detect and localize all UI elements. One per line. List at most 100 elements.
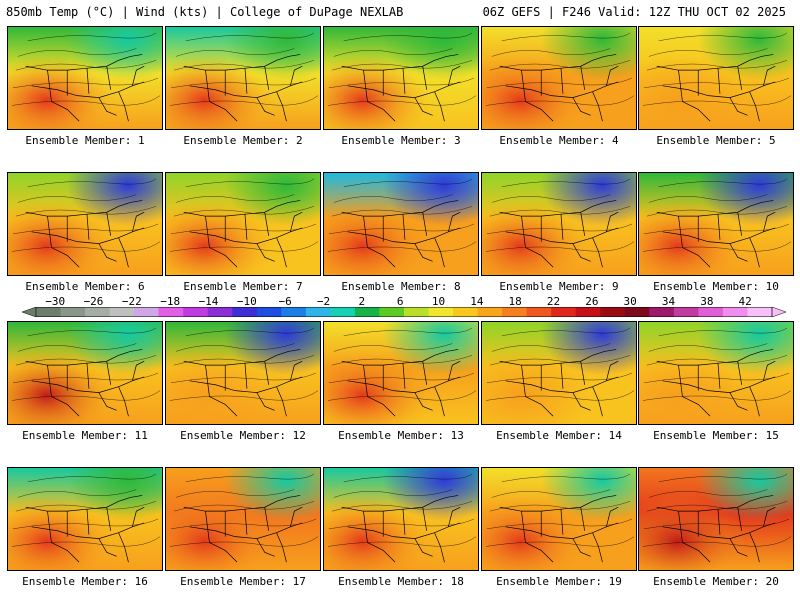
temperature-map	[482, 173, 636, 275]
colorbar-swatch	[722, 307, 748, 317]
colorbar-tick-label: −14	[198, 295, 219, 308]
colorbar-tick-label: −22	[121, 295, 142, 308]
ensemble-member-label: Ensemble Member: 15	[653, 429, 779, 442]
colorbar-swatch	[183, 307, 209, 317]
ensemble-member-map-18	[323, 467, 479, 571]
colorbar-low-arrow	[22, 307, 37, 317]
ensemble-member-label: Ensemble Member: 20	[653, 575, 779, 588]
ensemble-member-label: Ensemble Member: 19	[496, 575, 622, 588]
ensemble-member-label: Ensemble Member: 8	[341, 280, 461, 293]
colorbar-swatch	[281, 307, 307, 317]
ensemble-member-label: Ensemble Member: 5	[656, 134, 776, 147]
colorbar-graphic	[22, 307, 786, 317]
colorbar-tick-label: 34	[661, 295, 676, 308]
colorbar-tick-label: −6	[278, 295, 292, 308]
colorbar-tick-label: −30	[45, 295, 66, 308]
colorbar-tick-label: −18	[160, 295, 181, 308]
colorbar-swatch	[551, 307, 577, 317]
ensemble-member-map-15	[638, 321, 794, 425]
colorbar-tick-label: −26	[83, 295, 104, 308]
colorbar-swatch	[673, 307, 699, 317]
ensemble-member-label: Ensemble Member: 10	[653, 280, 779, 293]
colorbar-swatch	[36, 307, 62, 317]
temperature-map	[639, 173, 793, 275]
ensemble-member-label: Ensemble Member: 2	[183, 134, 303, 147]
colorbar-tick-label: −10	[236, 295, 257, 308]
temperature-colorbar	[22, 307, 786, 317]
temperature-map	[639, 27, 793, 129]
colorbar-swatch	[379, 307, 405, 317]
colorbar-swatch	[85, 307, 111, 317]
temperature-map	[639, 322, 793, 424]
temperature-map	[482, 27, 636, 129]
colorbar-swatch	[600, 307, 626, 317]
temperature-map	[482, 468, 636, 570]
colorbar-tick-label: 26	[585, 295, 599, 308]
colorbar-tick-label: 30	[623, 295, 637, 308]
ensemble-member-map-13	[323, 321, 479, 425]
ensemble-member-label: Ensemble Member: 4	[499, 134, 619, 147]
colorbar-swatch	[158, 307, 184, 317]
colorbar-tick-label: 18	[508, 295, 522, 308]
ensemble-member-label: Ensemble Member: 14	[496, 429, 622, 442]
temperature-map	[8, 322, 162, 424]
colorbar-swatch	[134, 307, 160, 317]
ensemble-member-map-17	[165, 467, 321, 571]
header: 850mb Temp (°C) | Wind (kts) | College o…	[0, 0, 800, 24]
temperature-map	[639, 468, 793, 570]
colorbar-border	[35, 307, 773, 317]
colorbar-tick-label: 22	[546, 295, 561, 308]
colorbar-swatch	[698, 307, 724, 317]
ensemble-member-map-6	[7, 172, 163, 276]
colorbar-swatch	[575, 307, 601, 317]
colorbar-swatch	[404, 307, 430, 317]
colorbar-tick-label: −2	[316, 295, 331, 308]
colorbar-tick-label: 2	[358, 295, 366, 308]
ensemble-member-label: Ensemble Member: 1	[25, 134, 145, 147]
colorbar-swatch	[330, 307, 356, 317]
colorbar-swatch	[207, 307, 233, 317]
colorbar-swatch	[60, 307, 86, 317]
ensemble-member-map-2	[165, 26, 321, 130]
colorbar-tick-label: 14	[470, 295, 484, 308]
ensemble-member-map-3	[323, 26, 479, 130]
colorbar-swatch	[305, 307, 331, 317]
ensemble-member-map-7	[165, 172, 321, 276]
ensemble-member-label: Ensemble Member: 17	[180, 575, 306, 588]
colorbar-tick-labels: −30 −26 −22 −18 −14 −10 −6 −2 2 6 10 14 18 22 26 30 34 38…	[22, 296, 786, 308]
ensemble-member-label: Ensemble Member: 18	[338, 575, 464, 588]
ensemble-member-map-9	[481, 172, 637, 276]
ensemble-member-map-20	[638, 467, 794, 571]
colorbar-swatch	[624, 307, 650, 317]
temperature-map	[482, 322, 636, 424]
ensemble-member-map-12	[165, 321, 321, 425]
colorbar-swatch	[747, 307, 773, 317]
ensemble-member-label: Ensemble Member: 6	[25, 280, 145, 293]
ensemble-member-map-16	[7, 467, 163, 571]
ensemble-member-map-5	[638, 26, 794, 130]
temperature-map	[8, 468, 162, 570]
temperature-map	[8, 27, 162, 129]
colorbar-swatch	[354, 307, 380, 317]
colorbar-tick-label: 42	[738, 295, 752, 308]
temperature-map	[166, 27, 320, 129]
temperature-map	[324, 173, 478, 275]
colorbar-swatch	[256, 307, 282, 317]
ensemble-member-map-19	[481, 467, 637, 571]
run-valid-time: 06Z GEFS | F246 Valid: 12Z THU OCT 02 20…	[482, 5, 786, 19]
temperature-map	[166, 173, 320, 275]
colorbar-swatch	[109, 307, 135, 317]
ensemble-member-label: Ensemble Member: 12	[180, 429, 306, 442]
colorbar-tick-label: 10	[431, 295, 446, 308]
ensemble-member-label: Ensemble Member: 7	[183, 280, 303, 293]
ensemble-member-label: Ensemble Member: 3	[341, 134, 461, 147]
ensemble-member-map-14	[481, 321, 637, 425]
colorbar-swatch	[649, 307, 675, 317]
ensemble-member-label: Ensemble Member: 16	[22, 575, 148, 588]
colorbar-swatch	[428, 307, 454, 317]
colorbar-tick-label: 6	[396, 295, 404, 308]
colorbar-swatch	[477, 307, 503, 317]
colorbar-swatch	[232, 307, 258, 317]
ensemble-member-map-11	[7, 321, 163, 425]
colorbar-tick-label: 38	[700, 295, 714, 308]
